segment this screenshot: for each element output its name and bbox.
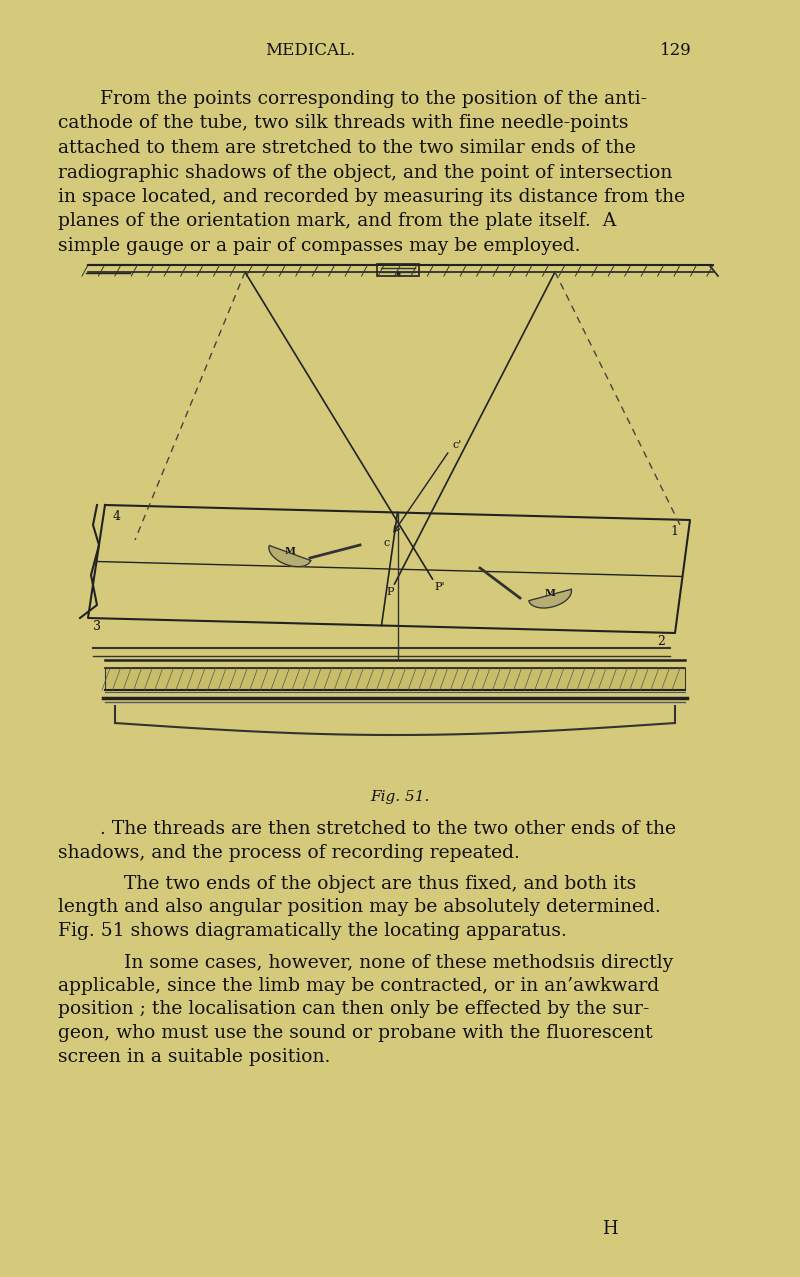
Text: c: c <box>383 539 390 549</box>
Text: P': P' <box>434 582 445 593</box>
Text: 1: 1 <box>670 525 678 538</box>
Text: c': c' <box>453 441 462 451</box>
Text: in space located, and recorded by measuring its distance from the: in space located, and recorded by measur… <box>58 188 685 206</box>
Text: M: M <box>285 547 295 555</box>
Text: 4: 4 <box>113 510 121 524</box>
Text: M: M <box>545 589 555 598</box>
Text: length and also angular position may be absolutely determined.: length and also angular position may be … <box>58 899 661 917</box>
Text: 3: 3 <box>93 621 101 633</box>
Text: position ; the localisation can then only be effected by the sur-: position ; the localisation can then onl… <box>58 1000 650 1019</box>
Polygon shape <box>269 545 310 567</box>
Text: Fig. 51 shows diagramatically the locating apparatus.: Fig. 51 shows diagramatically the locati… <box>58 922 567 940</box>
Text: The two ends of the object are thus fixed, and both its: The two ends of the object are thus fixe… <box>100 875 636 893</box>
Bar <box>105 668 685 690</box>
Text: H: H <box>602 1220 618 1237</box>
Text: 129: 129 <box>660 42 692 59</box>
Text: shadows, and the process of recording repeated.: shadows, and the process of recording re… <box>58 844 520 862</box>
Text: radiographic shadows of the object, and the point of intersection: radiographic shadows of the object, and … <box>58 163 672 181</box>
Bar <box>377 264 419 276</box>
Text: . The threads are then stretched to the two other ends of the: . The threads are then stretched to the … <box>100 820 676 838</box>
Text: 2: 2 <box>657 635 665 647</box>
Text: simple gauge or a pair of compasses may be employed.: simple gauge or a pair of compasses may … <box>58 238 581 255</box>
Text: In some cases, however, none of these methodsıis directly: In some cases, however, none of these me… <box>100 954 674 972</box>
Text: P: P <box>386 587 394 598</box>
Text: From the points corresponding to the position of the anti-: From the points corresponding to the pos… <box>100 89 647 109</box>
Text: planes of the orientation mark, and from the plate itself.  A: planes of the orientation mark, and from… <box>58 212 616 231</box>
Text: MEDICAL.: MEDICAL. <box>265 42 355 59</box>
Text: applicable, since the limb may be contracted, or in an’awkward: applicable, since the limb may be contra… <box>58 977 659 995</box>
Text: cathode of the tube, two silk threads with fine needle-points: cathode of the tube, two silk threads wi… <box>58 115 629 133</box>
Text: geon, who must use the sound or probane with the fluorescent: geon, who must use the sound or probane … <box>58 1024 653 1042</box>
Text: attached to them are stretched to the two similar ends of the: attached to them are stretched to the tw… <box>58 139 636 157</box>
Polygon shape <box>529 589 571 608</box>
Text: Fig. 51.: Fig. 51. <box>370 790 430 805</box>
Text: screen in a suitable position.: screen in a suitable position. <box>58 1047 330 1065</box>
